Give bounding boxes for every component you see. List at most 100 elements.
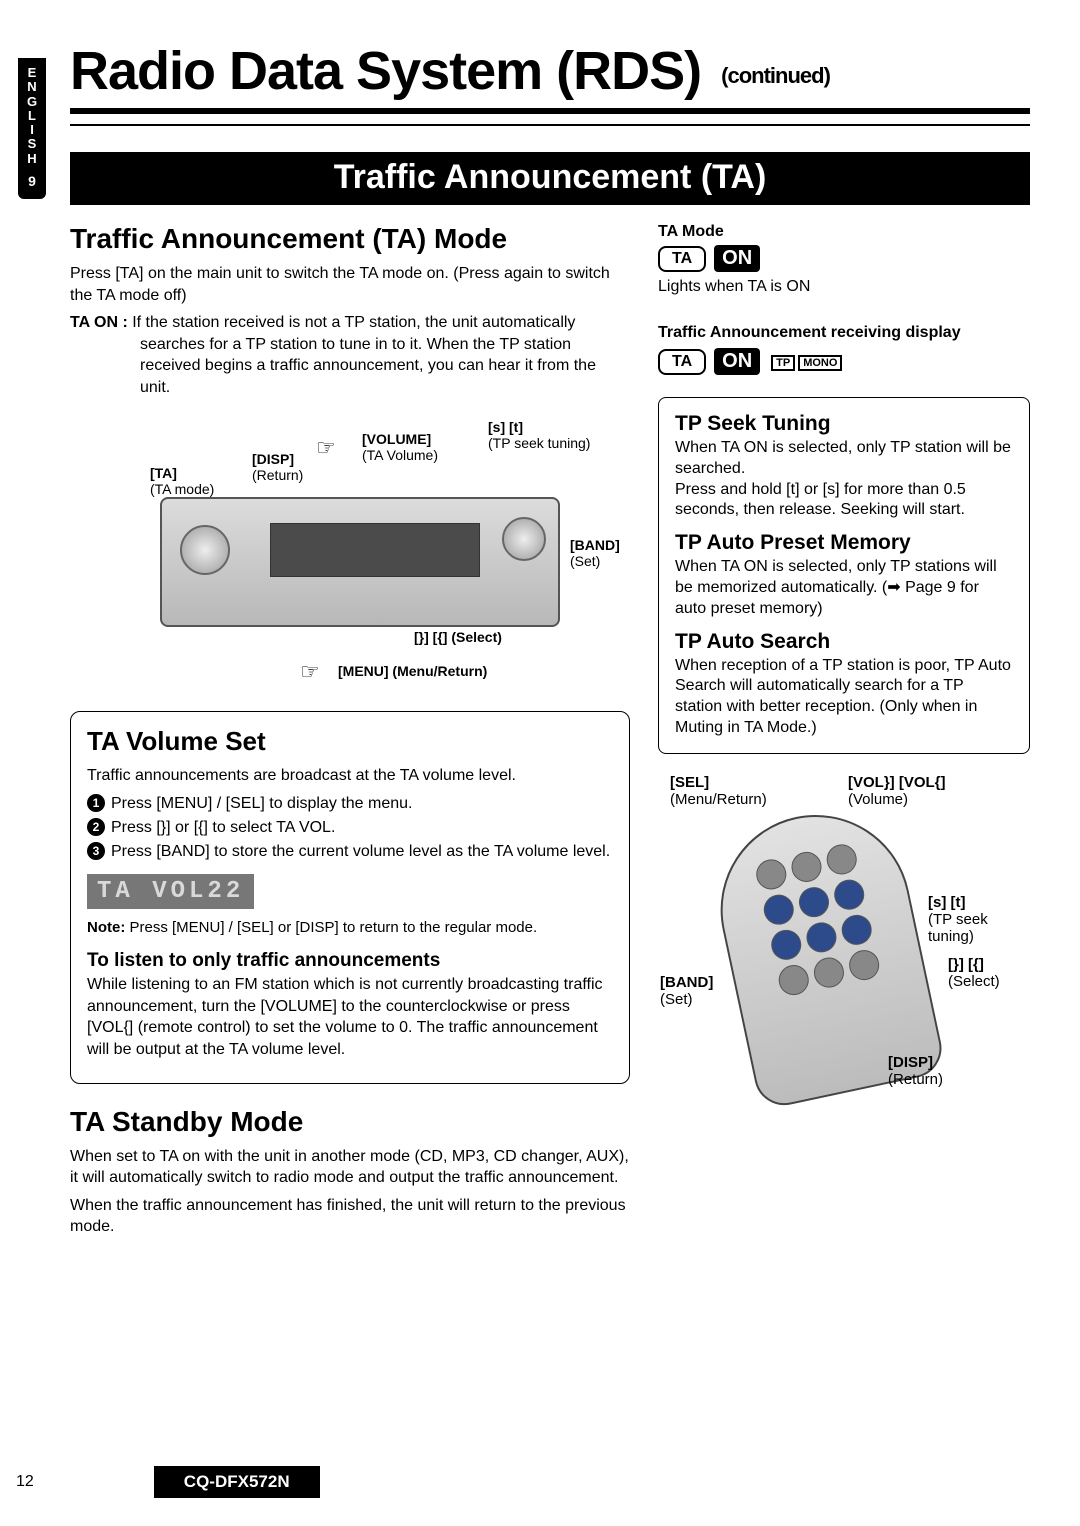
recv-badge-row: TA ON TPMONO	[658, 348, 1030, 375]
num-2-icon: 2	[87, 818, 105, 836]
ta-mode-intro: Press [TA] on the main unit to switch th…	[70, 263, 630, 306]
side-page-number: 9	[18, 174, 46, 189]
standby-p1: When set to TA on with the unit in anoth…	[70, 1146, 630, 1189]
ta-volume-title: TA Volume Set	[87, 726, 613, 757]
label-select-b: [}] [{] (Select)	[414, 629, 502, 645]
label-menu: [MENU] (Menu/Return)	[338, 663, 487, 679]
ta-mode-label: TA Mode	[658, 223, 1030, 241]
footer-model: CQ-DFX572N	[154, 1466, 320, 1498]
label-seek: [s] [t] (TP seek tuning)	[488, 419, 590, 451]
note-text: Press [MENU] / [SEL] or [DISP] to return…	[130, 919, 538, 936]
tp-search-text: When reception of a TP station is poor, …	[675, 656, 1013, 739]
title-main: Radio Data System (RDS)	[70, 41, 701, 101]
mini-tags: TPMONO	[768, 353, 842, 371]
label-seek-b: [s] [t]	[488, 419, 523, 435]
remote-label-sel: [SEL] (Menu/Return)	[670, 774, 767, 809]
side-language-tab: E N G L I S H 9	[18, 58, 46, 199]
on-badge: ON	[714, 245, 760, 272]
note-bold: Note:	[87, 919, 125, 936]
label-volume-b: [VOLUME]	[362, 431, 431, 447]
finger-icon: ☞	[316, 435, 336, 461]
rl-disp-b: [DISP]	[888, 1054, 933, 1071]
rl-select-s: (Select)	[948, 973, 1000, 990]
label-disp-b: [DISP]	[252, 451, 294, 467]
label-disp-s: (Return)	[252, 467, 303, 483]
ta-on-body: If the station received is not a TP stat…	[132, 314, 596, 396]
lights-caption: Lights when TA is ON	[658, 278, 1030, 296]
radio-screen	[270, 523, 480, 577]
step-1: 1Press [MENU] / [SEL] to display the men…	[87, 792, 613, 816]
remote-label-disp: [DISP] (Return)	[888, 1054, 943, 1089]
rl-disp-s: (Return)	[888, 1071, 943, 1088]
rl-band-b: [BAND]	[660, 974, 713, 991]
remote-buttons	[753, 841, 881, 997]
ta-pill: TA	[658, 246, 706, 272]
listen-paragraph: While listening to an FM station which i…	[87, 974, 613, 1060]
step-3-text: Press [BAND] to store the current volume…	[111, 843, 610, 860]
radio-knob-left	[180, 525, 230, 575]
lcd-display: TA VOL22	[87, 874, 254, 909]
label-ta-b: [TA]	[150, 465, 177, 481]
heading-ta-mode: Traffic Announcement (TA) Mode	[70, 223, 630, 255]
volume-note: Note: Press [MENU] / [SEL] or [DISP] to …	[87, 919, 613, 936]
recv-display-label: Traffic Announcement receiving display	[658, 324, 1030, 342]
page-title: Radio Data System (RDS) (continued)	[70, 40, 1030, 102]
ta-on-lead: TA ON :	[70, 314, 128, 331]
standby-p2: When the traffic announcement has finish…	[70, 1195, 630, 1238]
remote-label-seek: [s] [t] (TP seek tuning)	[928, 894, 1030, 946]
finger-icon-2: ☞	[300, 659, 320, 685]
label-band: [BAND] (Set)	[570, 537, 620, 569]
ta-volume-box: TA Volume Set Traffic announcements are …	[70, 711, 630, 1084]
tp-seek-heading: TP Seek Tuning	[675, 412, 1013, 436]
label-ta-s: (TA mode)	[150, 481, 214, 497]
ta-pill-2: TA	[658, 349, 706, 375]
ta-on-paragraph: TA ON : If the station received is not a…	[70, 312, 630, 398]
ta-badge-row: TA ON	[658, 245, 1030, 272]
ta-volume-intro: Traffic announcements are broadcast at t…	[87, 765, 613, 787]
title-continued: (continued)	[721, 63, 830, 88]
remote-label-band: [BAND] (Set)	[660, 974, 713, 1009]
on-badge-2: ON	[714, 348, 760, 375]
rl-seek-b: [s] [t]	[928, 894, 966, 911]
head-unit-diagram: [TA] (TA mode) [DISP] (Return) ☞ [VOLUME…	[70, 417, 630, 697]
label-disp: [DISP] (Return)	[252, 451, 303, 483]
step-2: 2 Press [}] or [{] to select TA VOL.	[87, 816, 613, 840]
label-seek-s: (TP seek tuning)	[488, 435, 590, 451]
step-2-text: Press [}] or [{] to select TA VOL.	[111, 819, 335, 836]
radio-knob-right	[502, 517, 546, 561]
side-lang: E N G L I S H	[18, 66, 46, 166]
heading-standby: TA Standby Mode	[70, 1106, 630, 1138]
mono-tag: MONO	[798, 355, 842, 371]
label-volume-s: (TA Volume)	[362, 447, 438, 463]
tp-info-box: TP Seek Tuning When TA ON is selected, o…	[658, 397, 1030, 754]
rl-sel-b: [SEL]	[670, 774, 709, 791]
label-select: [}] [{] (Select)	[414, 629, 502, 645]
ta-mode-block: TA Mode TA ON Lights when TA is ON	[658, 223, 1030, 296]
tp-seek-text: When TA ON is selected, only TP station …	[675, 438, 1013, 521]
rl-sel-s: (Menu/Return)	[670, 791, 767, 808]
right-column: TA Mode TA ON Lights when TA is ON Traff…	[658, 223, 1030, 1244]
rl-band-s: (Set)	[660, 991, 693, 1008]
remote-diagram: [SEL] (Menu/Return) [VOL}] [VOL{] (Volum…	[670, 774, 1030, 1114]
rule-thick	[70, 108, 1030, 114]
listen-heading: To listen to only traffic announcements	[87, 950, 613, 972]
rl-vol-b: [VOL}] [VOL{]	[848, 774, 946, 791]
tp-preset-heading: TP Auto Preset Memory	[675, 531, 1013, 555]
rl-select-b: [}] [{]	[948, 956, 984, 973]
section-banner: Traffic Announcement (TA)	[70, 152, 1030, 205]
remote-label-vol: [VOL}] [VOL{] (Volume)	[848, 774, 946, 809]
remote-label-select: [}] [{] (Select)	[948, 956, 1000, 991]
num-1-icon: 1	[87, 794, 105, 812]
label-band-s: (Set)	[570, 553, 600, 569]
num-3-icon: 3	[87, 842, 105, 860]
rule-thin	[70, 124, 1030, 126]
left-column: Traffic Announcement (TA) Mode Press [TA…	[70, 223, 630, 1244]
tp-search-heading: TP Auto Search	[675, 630, 1013, 654]
rl-seek-s: (TP seek tuning)	[928, 911, 988, 945]
rl-vol-s: (Volume)	[848, 791, 908, 808]
tp-tag: TP	[771, 355, 795, 371]
tp-preset-text: When TA ON is selected, only TP stations…	[675, 557, 1013, 619]
page-footer: 12 CQ-DFX572N	[16, 1466, 1030, 1498]
label-menu-b: [MENU] (Menu/Return)	[338, 663, 487, 679]
step-3: 3 Press [BAND] to store the current volum…	[87, 840, 613, 864]
